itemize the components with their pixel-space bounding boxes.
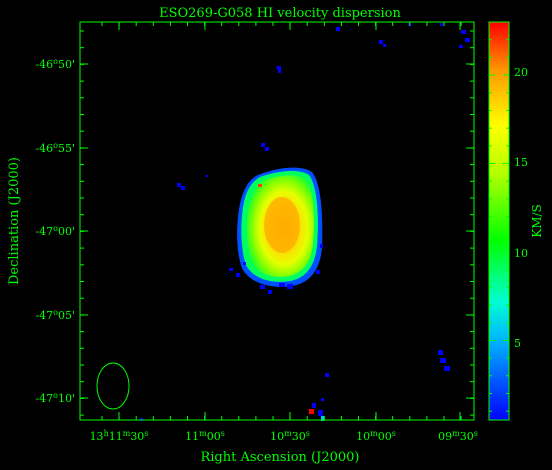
ra-tick-label: 11m00s [185, 429, 225, 443]
ra-tick-labels: 13h11m30s 11m00s 10m30s 10m00s 09m30s [90, 429, 478, 443]
ra-tick-label: 10m30s [270, 429, 310, 443]
ra-tick-label: 10m00s [356, 429, 396, 443]
noise-red-pixel [309, 409, 314, 414]
colorbar-gradient [489, 22, 509, 420]
colorbar-ticks [489, 39, 509, 412]
axis-minor-ticks [80, 22, 474, 420]
x-axis-label: Right Ascension (J2000) [200, 450, 359, 465]
velocity-dispersion-map [140, 23, 470, 421]
plot-frame [79, 21, 475, 421]
y-axis-label: Declination (J2000) [7, 157, 22, 285]
noise-cyan-pixel [321, 416, 324, 421]
colorbar-tick-label: 5 [514, 337, 521, 350]
plot-title: ESO269-G058 HI velocity dispersion [159, 6, 401, 21]
dec-tick-labels: -46o50' -46o55' -47o00' -47o05' -47o10' [35, 57, 75, 405]
galaxy-hotspot [258, 184, 262, 187]
colorbar-frame [488, 21, 510, 421]
ra-tick-label: 13h11m30s [90, 429, 149, 443]
colorbar: 5 10 15 20 KM/S [488, 21, 544, 421]
colorbar-label: KM/S [530, 204, 544, 238]
beam-ellipse [96, 362, 130, 410]
dec-tick-label: -46o55' [35, 141, 75, 155]
ra-tick-label: 09m30s [438, 429, 478, 443]
dec-tick-label: -46o50' [35, 57, 75, 71]
dec-tick-label: -47o10' [35, 391, 75, 405]
dec-tick-label: -47o05' [35, 308, 75, 322]
colorbar-tick-label: 15 [514, 156, 528, 169]
colorbar-tick-label: 10 [514, 247, 528, 260]
colorbar-tick-label: 20 [514, 66, 528, 79]
noise-pixels [140, 23, 470, 421]
dec-tick-label: -47o00' [35, 224, 75, 238]
galaxy-peak [264, 197, 300, 253]
